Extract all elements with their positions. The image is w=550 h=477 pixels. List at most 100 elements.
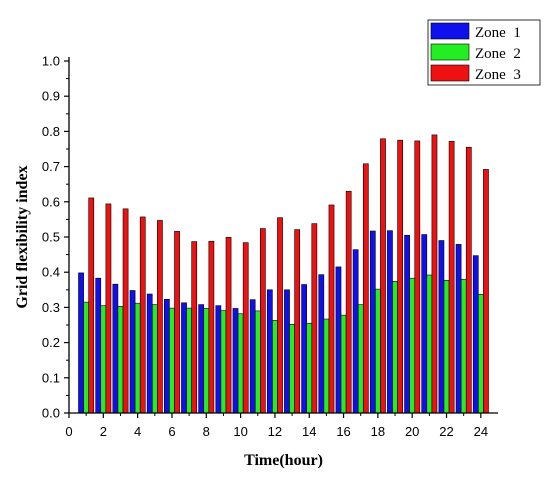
- bar-zone2-hour-14: [306, 322, 313, 414]
- bar-zone1-hour-19: [387, 230, 393, 414]
- bar-zone1-hour-24: [472, 255, 479, 414]
- bar-zone1-hour-10: [232, 308, 239, 414]
- legend-swatch-zone3: [430, 64, 470, 82]
- bar-zone1-hour-4: [129, 290, 136, 414]
- bar-zone2-hour-3: [117, 306, 124, 414]
- y-tick-label: 0.9: [42, 89, 60, 104]
- bar-zone2-hour-9: [220, 310, 227, 414]
- bar-zone2-hour-1: [83, 301, 90, 414]
- legend: Zone 1 Zone 2 Zone 3: [427, 19, 541, 86]
- y-tick-label: 0.3: [42, 300, 60, 315]
- x-tick-label: 0: [65, 424, 72, 439]
- x-tick-label: 14: [302, 424, 316, 439]
- bar-zone3-hour-10: [242, 242, 249, 414]
- bar-zone3-hour-12: [277, 217, 283, 414]
- bar-zone1-hour-23: [455, 244, 462, 414]
- x-tick-label: 20: [405, 424, 419, 439]
- bar-zone1-hour-22: [438, 240, 445, 414]
- bar-zone3-hour-8: [208, 240, 215, 414]
- bar-zone3-hour-9: [225, 237, 232, 414]
- bar-zone2-hour-16: [340, 314, 347, 414]
- x-tick-label: 22: [439, 424, 453, 439]
- x-tick-label: 4: [134, 424, 141, 439]
- bar-zone3-hour-3: [122, 208, 129, 414]
- bar-zone1-hour-7: [181, 302, 187, 414]
- bar-zone3-hour-11: [260, 228, 266, 414]
- axes-layer: 0.00.10.20.30.40.50.60.70.80.91.00 2 4 6 8 10…: [42, 54, 498, 439]
- bar-zone3-hour-21: [431, 134, 438, 414]
- y-tick-label: 0.6: [42, 194, 60, 209]
- bar-zone3-hour-15: [328, 204, 335, 414]
- bar-zone1-hour-9: [215, 305, 222, 414]
- legend-label-zone2: Zone 2: [475, 46, 521, 62]
- bar-zone1-hour-6: [164, 298, 170, 414]
- bar-zone2-hour-23: [460, 278, 467, 414]
- bar-zone2-hour-11: [254, 310, 261, 414]
- bar-zone1-hour-18: [369, 230, 376, 414]
- bar-zone3-hour-20: [414, 140, 421, 414]
- bar-zone1-hour-3: [112, 283, 119, 414]
- bar-zone3-hour-23: [465, 146, 472, 414]
- y-tick-label: 1.0: [42, 54, 60, 69]
- bar-zone1-hour-16: [335, 266, 342, 414]
- y-tick-label: 0.1: [42, 370, 60, 385]
- bar-zone2-hour-21: [426, 274, 433, 414]
- bar-zone3-hour-16: [345, 190, 352, 414]
- bar-zone3-hour-1: [88, 197, 95, 414]
- bar-zone2-hour-19: [392, 281, 398, 414]
- bar-zone1-hour-21: [421, 234, 428, 414]
- bar-zone3-hour-6: [174, 231, 180, 414]
- bar-zone3-hour-13: [294, 229, 301, 414]
- bar-zone1-hour-15: [318, 274, 325, 414]
- bar-zone2-hour-10: [237, 313, 244, 414]
- x-tick-label: 16: [336, 424, 350, 439]
- bar-zone3-hour-19: [397, 139, 403, 414]
- bar-zone1-hour-20: [404, 234, 410, 414]
- bar-zone1-hour-11: [249, 299, 256, 414]
- y-axis-title: Grid flexibility index: [14, 165, 31, 308]
- bar-zone3-hour-7: [191, 241, 198, 414]
- bar-zone2-hour-22: [443, 279, 450, 414]
- legend-swatch-zone1: [430, 22, 470, 40]
- x-tick-label: 18: [371, 424, 385, 439]
- legend-label-zone1: Zone 1: [475, 25, 521, 41]
- bar-zone2-hour-5: [151, 304, 158, 414]
- bar-zone2-hour-7: [186, 307, 192, 414]
- bar-zone1-hour-13: [284, 289, 290, 414]
- bar-zone2-hour-6: [169, 307, 175, 414]
- y-tick-label: 0.8: [42, 124, 60, 139]
- x-tick-label: 12: [268, 424, 282, 439]
- bar-zone3-hour-5: [157, 220, 163, 414]
- y-tick-label: 0.4: [42, 265, 60, 280]
- bar-zone1-hour-12: [266, 289, 273, 414]
- bar-zone2-hour-12: [272, 320, 278, 414]
- bar-zone2-hour-15: [323, 318, 330, 414]
- bar-zone1-hour-5: [146, 293, 153, 414]
- bar-zone1-hour-1: [78, 272, 84, 414]
- x-tick-label: 24: [474, 424, 488, 439]
- bar-zone1-hour-2: [95, 277, 102, 414]
- x-tick-label: 6: [168, 424, 175, 439]
- x-axis-title: Time(hour): [244, 452, 323, 469]
- legend-label-zone3: Zone 3: [475, 67, 521, 83]
- bar-zone2-hour-18: [375, 288, 381, 414]
- x-tick-label: 10: [233, 424, 247, 439]
- y-tick-label: 0.7: [42, 159, 60, 174]
- bar-zone2-hour-2: [100, 305, 107, 414]
- y-tick-label: 0.0: [42, 406, 60, 421]
- x-tick-label: 2: [100, 424, 107, 439]
- y-tick-label: 0.5: [42, 230, 60, 245]
- bar-zone3-hour-4: [139, 216, 146, 414]
- legend-swatch-zone2: [430, 43, 470, 61]
- y-tick-label: 0.2: [42, 335, 60, 350]
- bar-zone3-hour-14: [311, 223, 318, 414]
- x-tick-label: 8: [203, 424, 210, 439]
- bar-zone1-hour-8: [198, 304, 205, 414]
- bar-zone3-hour-18: [380, 138, 386, 414]
- bar-zone1-hour-17: [352, 249, 359, 414]
- bar-zone2-hour-8: [203, 308, 210, 414]
- bar-zone3-hour-17: [362, 163, 369, 414]
- bar-zone2-hour-24: [477, 294, 484, 414]
